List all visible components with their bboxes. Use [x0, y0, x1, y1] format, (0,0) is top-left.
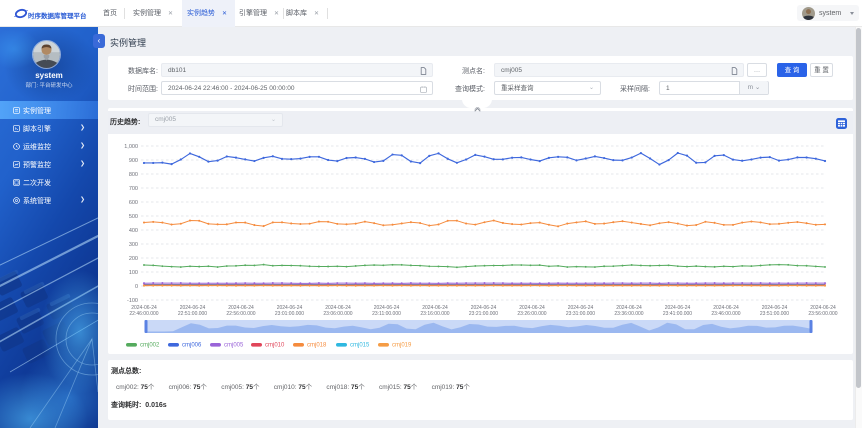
svg-text:500: 500 [129, 214, 138, 220]
svg-text:23:01:00.000: 23:01:00.000 [275, 311, 304, 317]
svg-text:23:36:00.000: 23:36:00.000 [614, 311, 643, 317]
svg-text:0: 0 [135, 284, 138, 290]
svg-text:cmj010: cmj010 [265, 343, 285, 349]
svg-text:2024-06-24: 2024-06-24 [277, 305, 303, 311]
svg-text:900: 900 [129, 158, 138, 164]
svg-text:2024-06-24: 2024-06-24 [519, 305, 545, 311]
svg-text:100: 100 [129, 270, 138, 276]
svg-text:600: 600 [129, 200, 138, 206]
svg-text:2024-06-24: 2024-06-24 [131, 305, 157, 311]
svg-text:2024-06-24: 2024-06-24 [665, 305, 691, 311]
svg-text:2024-06-24: 2024-06-24 [810, 305, 836, 311]
svg-text:23:56:00.000: 23:56:00.000 [808, 311, 837, 317]
svg-text:400: 400 [129, 228, 138, 234]
svg-text:cmj006: cmj006 [182, 343, 202, 349]
svg-text:cmj015: cmj015 [350, 343, 370, 349]
svg-text:22:51:00.000: 22:51:00.000 [178, 311, 207, 317]
svg-text:2024-06-24: 2024-06-24 [422, 305, 448, 311]
svg-text:23:31:00.000: 23:31:00.000 [566, 311, 595, 317]
svg-text:2024-06-24: 2024-06-24 [228, 305, 254, 311]
svg-text:2024-06-24: 2024-06-24 [616, 305, 642, 311]
svg-text:2024-06-24: 2024-06-24 [762, 305, 788, 311]
svg-text:22:46:00.000: 22:46:00.000 [129, 311, 158, 317]
svg-text:23:41:00.000: 23:41:00.000 [663, 311, 692, 317]
svg-text:2024-06-24: 2024-06-24 [568, 305, 594, 311]
svg-text:cmj005: cmj005 [224, 343, 244, 349]
svg-text:23:51:00.000: 23:51:00.000 [760, 311, 789, 317]
svg-text:300: 300 [129, 242, 138, 248]
svg-text:200: 200 [129, 256, 138, 262]
svg-text:23:11:00.000: 23:11:00.000 [372, 311, 401, 317]
svg-text:cmj019: cmj019 [392, 343, 412, 349]
svg-text:700: 700 [129, 186, 138, 192]
svg-text:22:56:00.000: 22:56:00.000 [226, 311, 255, 317]
svg-text:2024-06-24: 2024-06-24 [180, 305, 206, 311]
svg-text:-100: -100 [127, 298, 138, 304]
svg-text:23:26:00.000: 23:26:00.000 [517, 311, 546, 317]
svg-text:1,000: 1,000 [124, 144, 138, 150]
svg-text:23:06:00.000: 23:06:00.000 [323, 311, 352, 317]
svg-text:cmj018: cmj018 [307, 343, 327, 349]
svg-text:800: 800 [129, 172, 138, 178]
svg-text:23:21:00.000: 23:21:00.000 [469, 311, 498, 317]
svg-text:2024-06-24: 2024-06-24 [713, 305, 739, 311]
svg-text:2024-06-24: 2024-06-24 [374, 305, 400, 311]
svg-text:23:16:00.000: 23:16:00.000 [420, 311, 449, 317]
svg-text:2024-06-24: 2024-06-24 [325, 305, 351, 311]
svg-text:cmj002: cmj002 [140, 343, 160, 349]
svg-text:23:46:00.000: 23:46:00.000 [711, 311, 740, 317]
svg-text:2024-06-24: 2024-06-24 [471, 305, 497, 311]
